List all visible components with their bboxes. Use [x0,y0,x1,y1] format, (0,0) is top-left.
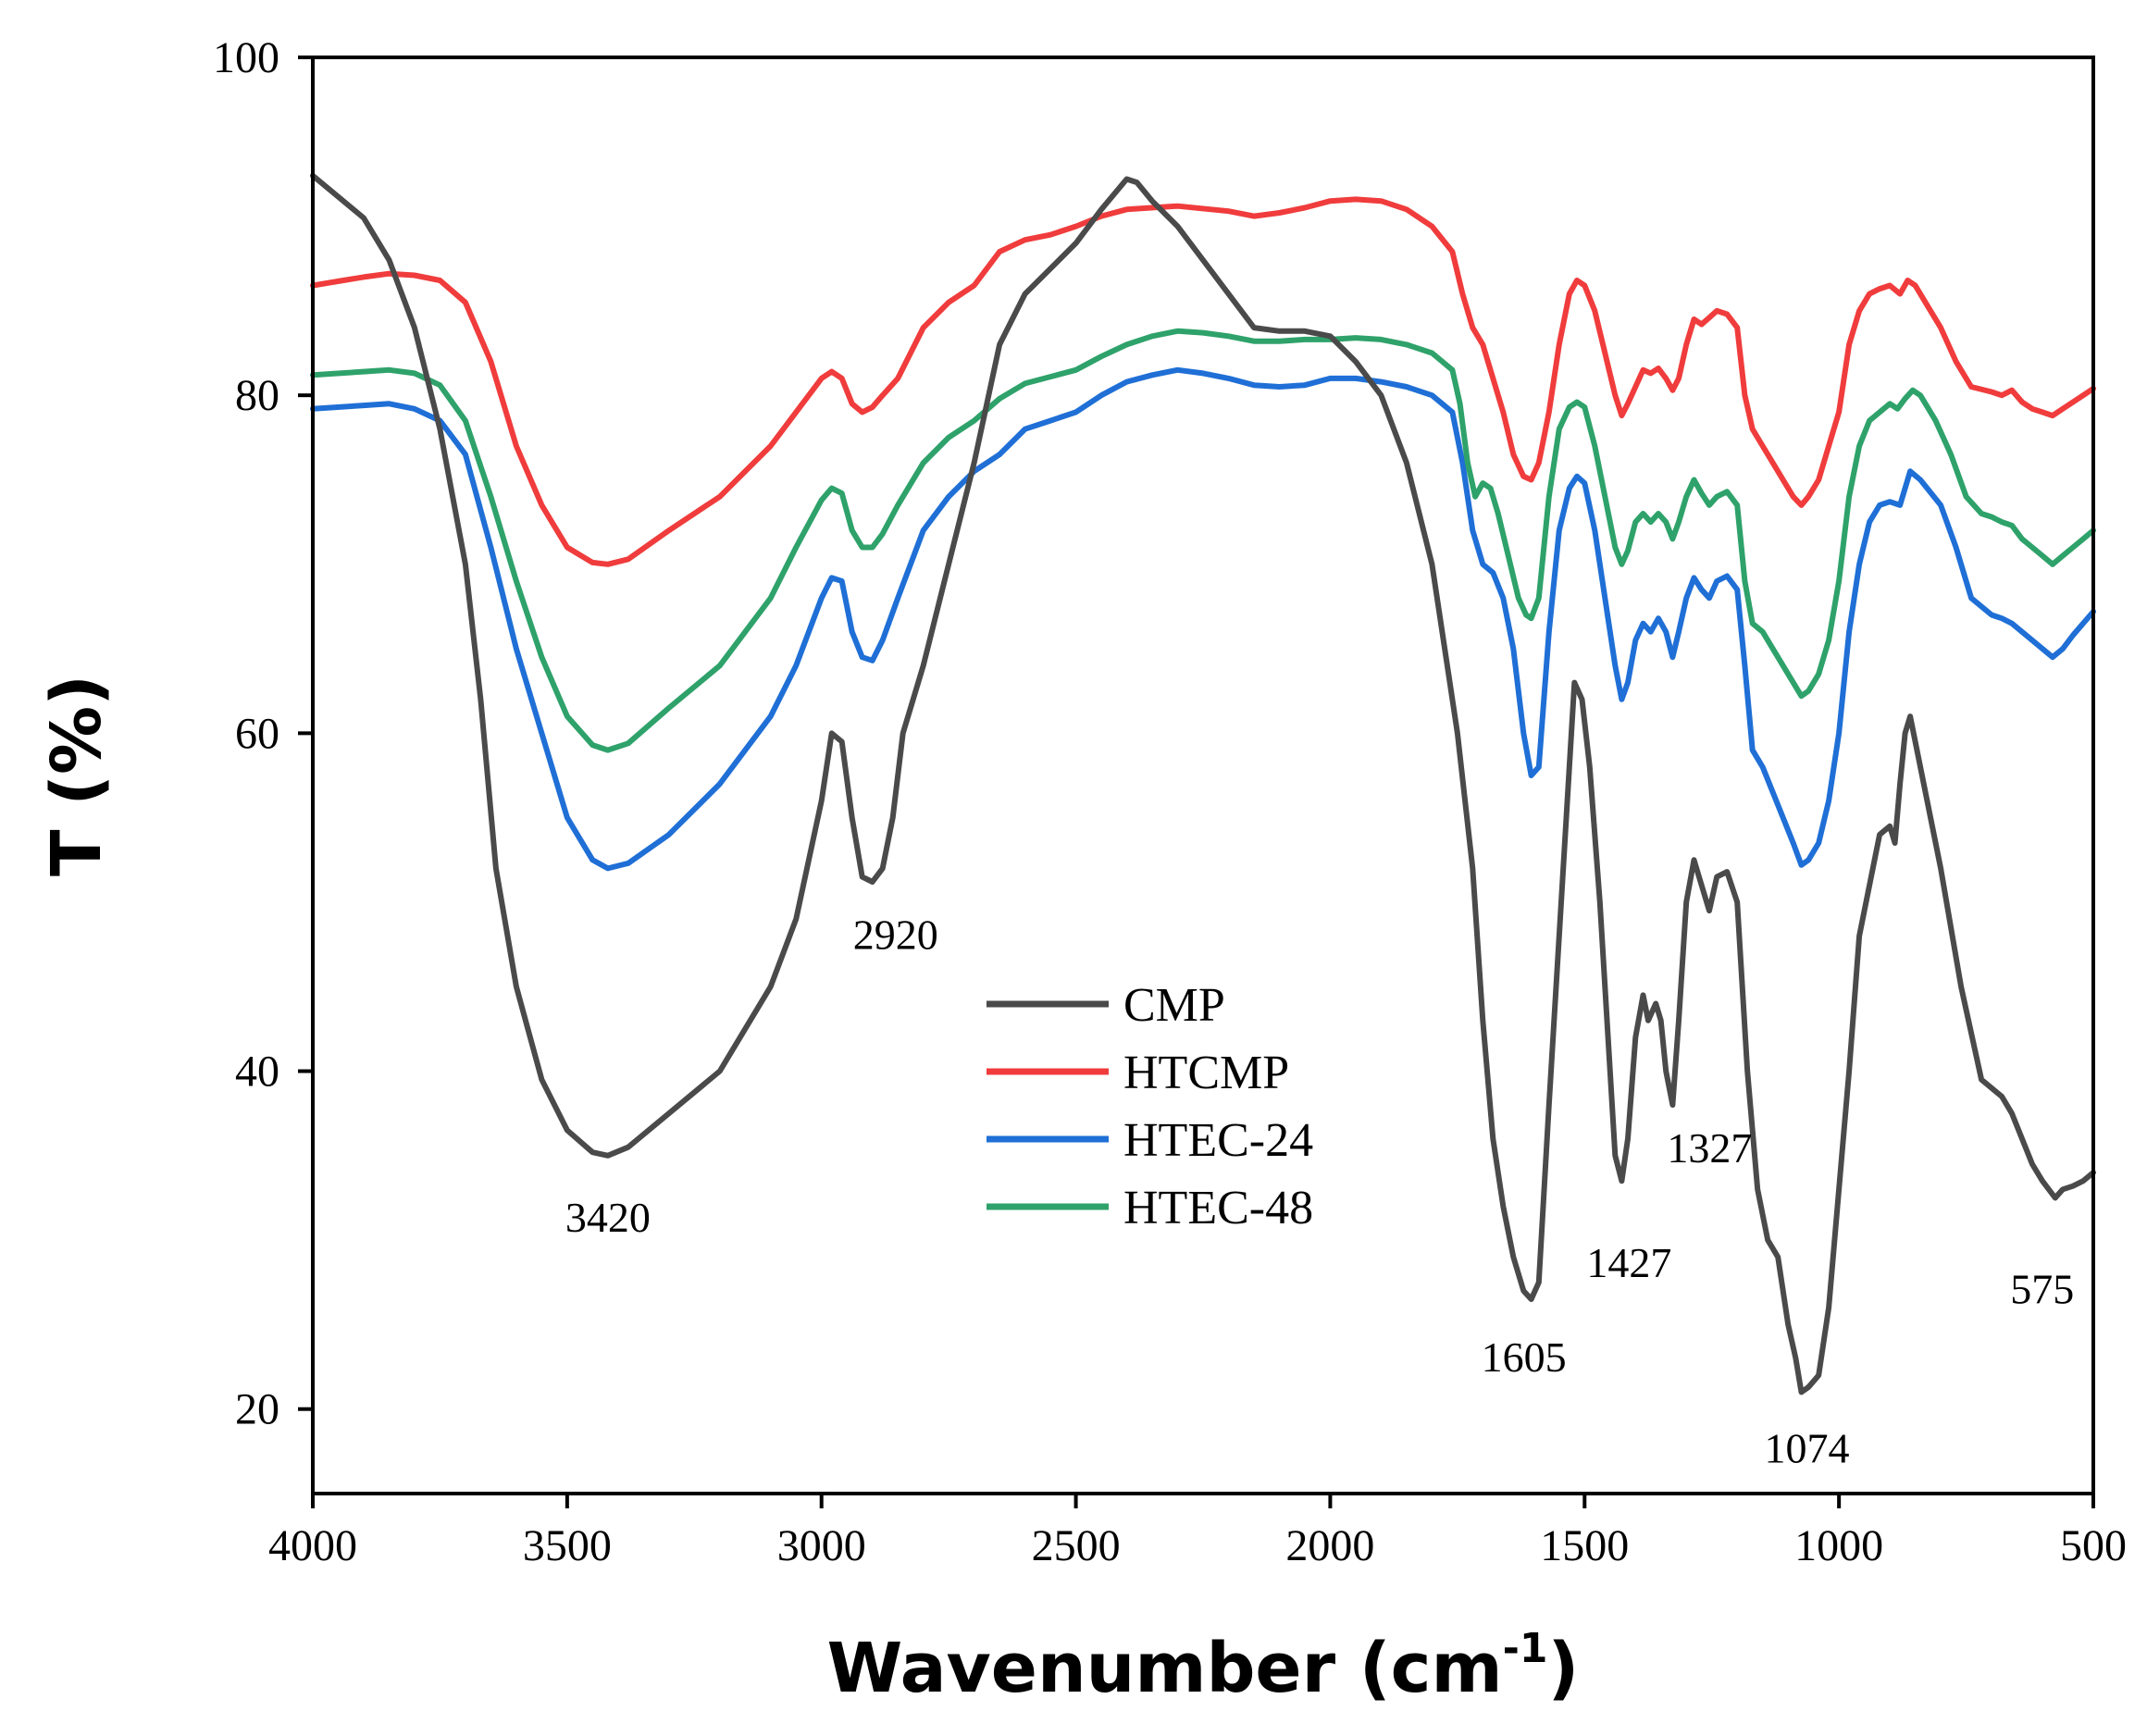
legend-label-htcmp: HTCMP [1123,1047,1289,1099]
x-tick-label: 3500 [523,1521,612,1570]
peak-label-1074: 1074 [1764,1424,1849,1471]
annotation-layer: 3420 2920 1605 1427 1327 1074 575 [565,911,2074,1472]
legend-label-htec-48: HTEC-48 [1123,1182,1313,1234]
series-line-htcmp [310,196,2096,567]
x-axis-title-main: Wavenumber (cm [827,1629,1503,1708]
y-tick-label: 60 [235,709,279,758]
x-tick-label: 500 [2060,1521,2127,1570]
y-tick-label: 20 [235,1385,279,1434]
series-layer [310,172,2096,1395]
legend: CMP HTCMP HTEC-24 HTEC-48 [987,979,1313,1234]
peak-label-575: 575 [2010,1265,2074,1312]
peak-label-2920: 2920 [853,911,938,959]
peak-label-3420: 3420 [565,1194,651,1241]
y-axis-title: T (%) [37,675,117,876]
peak-label-1427: 1427 [1586,1239,1671,1286]
peak-label-1605: 1605 [1482,1333,1567,1381]
x-tick-label: 1500 [1540,1521,1629,1570]
y-tick-label: 100 [213,33,279,82]
y-tick-label: 80 [235,371,279,420]
series-line-cmp [310,172,2096,1395]
legend-label-htec-24: HTEC-24 [1123,1114,1313,1167]
x-tick-label: 2000 [1285,1521,1374,1570]
legend-label-cmp: CMP [1123,979,1225,1032]
series-line-htec-48 [310,328,2096,753]
series-line-htec-24 [310,366,2096,872]
x-axis-title-superscript: -1 [1503,1625,1548,1672]
x-tick-label: 2500 [1032,1521,1121,1570]
plot-frame [311,56,2095,1495]
x-axis-title: Wavenumber (cm-1) [827,1625,1580,1708]
ticks-layer: 4000 3500 3000 2500 2000 1500 1000 500 20 40 60 80 1… [213,33,2127,1570]
x-tick-label: 4000 [268,1521,357,1570]
x-axis-title-close: ) [1548,1629,1580,1708]
x-tick-label: 3000 [777,1521,866,1570]
y-tick-label: 40 [235,1048,279,1097]
peak-label-1327: 1327 [1667,1124,1752,1172]
x-tick-label: 1000 [1794,1521,1883,1570]
